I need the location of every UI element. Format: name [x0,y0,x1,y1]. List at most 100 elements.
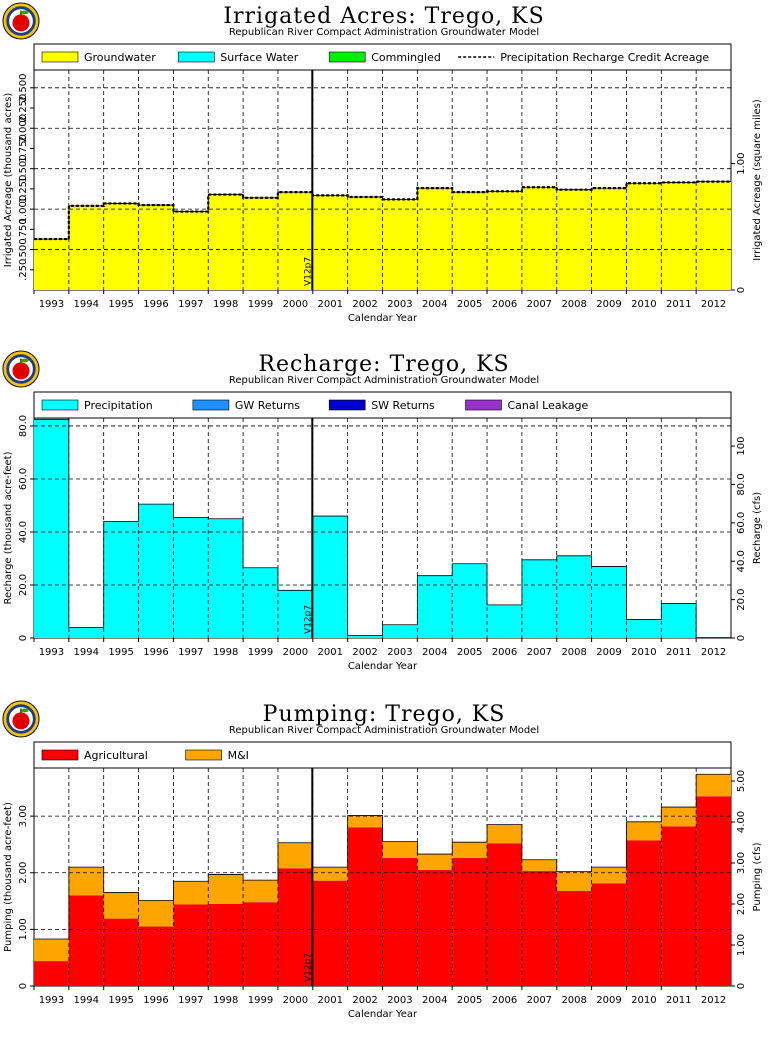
x-tick-label: 1993 [39,299,64,310]
y-tick-label: 80.0 [18,415,29,437]
data-bar [452,192,488,290]
legend-label: Precipitation Recharge Credit Acreage [500,51,709,64]
y-tick-label: 2.000 [18,114,29,143]
data-bar [452,842,488,859]
data-bar [487,824,522,844]
data-bar [556,871,592,891]
x-tick-label: 2000 [283,995,308,1006]
x-tick-label: 2001 [317,647,342,658]
legend-swatch [465,399,502,411]
y2-tick-label: 3.00 [736,852,747,874]
x-tick-label: 2006 [492,995,517,1006]
x-tick-label: 2005 [457,299,482,310]
x-tick-label: 2009 [596,299,621,310]
y2-axis-title: Recharge (cfs) [752,492,763,564]
x-tick-label: 2011 [666,647,691,658]
x-axis-title: Calendar Year [348,661,418,672]
rrca-logo-icon [2,350,40,388]
rrca-logo-icon [2,2,40,40]
x-tick-label: 2007 [527,995,552,1006]
y-axis-title: Pumping (thousand acre-feet) [3,802,14,952]
data-bar [521,187,557,290]
x-tick-label: 2004 [422,299,447,310]
data-bar [626,183,662,290]
legend-swatch [41,399,79,411]
data-bar [277,192,313,290]
y2-axis-title: Irrigated Acreage (square miles) [752,99,763,261]
recharge-panel: Recharge: Trego, KS Republican River Com… [0,348,768,688]
data-bar [382,624,418,638]
y2-tick-label: 0 [736,983,747,989]
x-tick-label: 2004 [422,995,447,1006]
data-bar [243,197,278,290]
data-bar [661,807,697,827]
x-tick-label: 2010 [631,299,656,310]
legend-swatch [41,749,79,761]
x-tick-label: 2009 [596,647,621,658]
data-bar [591,883,627,986]
y2-axis-title: Pumping (cfs) [752,842,763,911]
data-bar [661,603,697,638]
x-tick-label: 2002 [352,299,377,310]
data-bar [103,521,139,638]
model-version-label: V12p7 [303,953,313,982]
data-bar [382,841,418,859]
data-bar [173,904,209,986]
data-bar [138,900,174,927]
y-tick-label: 20.0 [18,574,29,596]
x-tick-label: 1999 [248,995,273,1006]
data-bar [173,211,209,290]
y-tick-label: 0 [18,983,29,989]
x-tick-label: 1995 [108,299,133,310]
rrca-logo-icon [2,700,40,738]
data-bar [452,563,488,638]
x-tick-label: 2005 [457,995,482,1006]
data-bar [208,903,244,986]
y-tick-label: 2.500 [18,73,29,102]
legend-swatch [328,51,366,63]
legend-label: M&I [228,749,249,762]
data-bar [696,774,731,797]
data-bar [521,559,557,638]
y-tick-label: 3.00 [18,805,29,827]
x-tick-label: 1997 [178,299,203,310]
x-tick-label: 2012 [701,995,726,1006]
model-version-label: V12p7 [303,257,313,286]
data-bar [208,518,244,638]
data-bar [173,881,209,905]
x-tick-label: 1996 [143,995,168,1006]
legend-label: Commingled [371,51,441,64]
chart-title: Recharge: Trego, KS [258,352,510,377]
legend-swatch [178,51,215,63]
data-bar [243,880,278,903]
x-tick-label: 2011 [666,299,691,310]
x-tick-label: 2006 [492,299,517,310]
x-tick-label: 1993 [39,647,64,658]
data-bar [696,181,731,290]
x-tick-label: 2004 [422,647,447,658]
x-tick-label: 1998 [213,647,238,658]
data-bar [417,869,453,986]
y-tick-label: 1.00 [18,918,29,940]
x-tick-label: 2008 [561,647,586,658]
data-bar [34,419,69,638]
data-bar [521,871,557,986]
x-tick-label: 1994 [74,299,99,310]
x-tick-label: 2001 [317,995,342,1006]
data-bar [382,858,418,986]
y-tick-label: .500 [18,238,29,260]
data-bar [173,517,209,638]
legend-label: SW Returns [371,399,435,412]
x-tick-label: 2009 [596,995,621,1006]
x-tick-label: 1997 [178,647,203,658]
legend-label: Agricultural [84,749,148,762]
y-tick-label: 1.500 [18,154,29,183]
data-bar [591,867,627,884]
legend-swatch [185,749,222,761]
y-tick-label: .750 [18,218,29,240]
data-bar [591,566,627,638]
data-bar [68,205,104,290]
x-axis-title: Calendar Year [348,313,418,324]
x-tick-label: 2001 [317,299,342,310]
data-bar [347,827,383,986]
